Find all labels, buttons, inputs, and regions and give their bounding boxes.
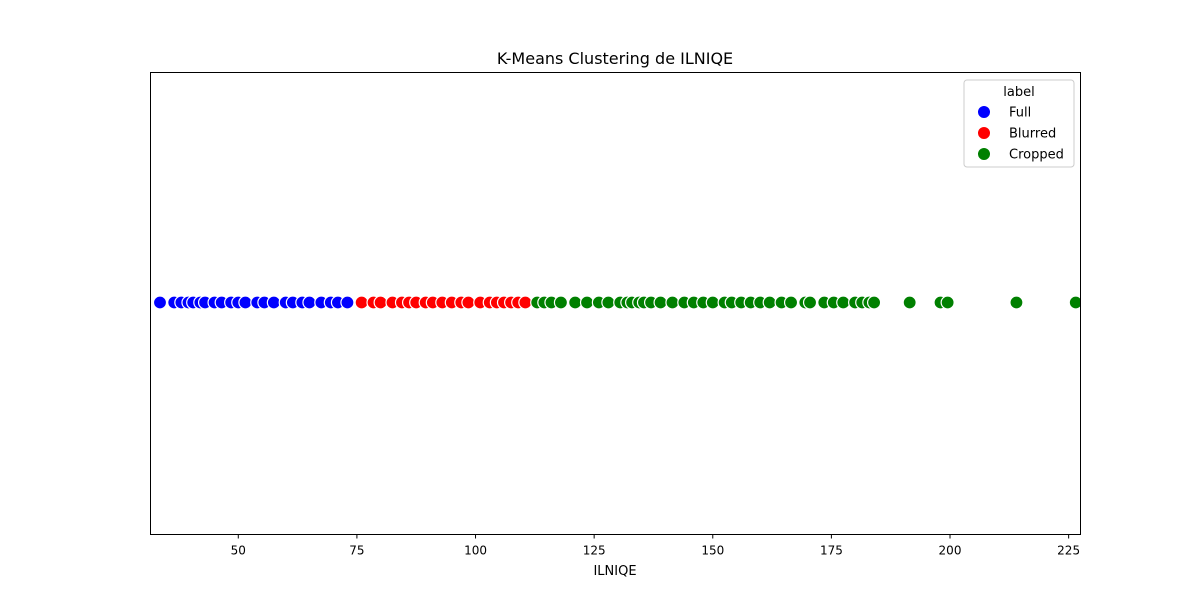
point-blurred — [518, 295, 533, 310]
point-full — [340, 295, 355, 310]
point-cropped — [665, 295, 680, 310]
legend-label-blurred: Blurred — [1009, 127, 1056, 142]
legend-box — [963, 79, 1075, 168]
legend-marker-blurred — [977, 126, 991, 140]
legend-label-cropped: Cropped — [1009, 148, 1064, 163]
legend-marker-full — [977, 105, 991, 119]
point-blurred — [354, 295, 369, 310]
point-cropped — [601, 295, 616, 310]
x-tick-label: 50 — [231, 544, 246, 558]
point-cropped — [1009, 295, 1024, 310]
plot-area-frame — [150, 72, 1081, 535]
x-tick-label: 125 — [583, 544, 606, 558]
point-full — [238, 295, 253, 310]
x-tick-label: 100 — [464, 544, 487, 558]
point-cropped — [553, 295, 569, 310]
point-full — [266, 295, 281, 310]
point-cropped — [866, 295, 882, 310]
point-cropped — [783, 295, 799, 310]
legend-items: Full Blurred Cropped — [977, 105, 1064, 163]
point-cropped — [762, 295, 777, 310]
point-cropped — [902, 295, 917, 310]
legend: label Full Blurred Cropped — [963, 79, 1075, 168]
legend-label-full: Full — [1009, 106, 1031, 121]
point-cropped — [802, 295, 818, 310]
point-cropped — [705, 295, 720, 310]
point-full — [302, 295, 317, 310]
point-full — [152, 295, 168, 310]
point-blurred — [461, 295, 476, 310]
data-points — [152, 295, 1081, 310]
chart-title: K-Means Clustering de ILNIQE — [497, 49, 733, 68]
point-blurred — [373, 295, 388, 310]
x-tick-label: 225 — [1057, 544, 1080, 558]
point-cropped — [836, 295, 851, 310]
x-tick-label: 175 — [820, 544, 843, 558]
x-tick-label: 75 — [349, 544, 364, 558]
point-cropped — [568, 295, 583, 310]
point-cropped — [579, 295, 595, 310]
x-tick-label: 150 — [701, 544, 724, 558]
x-axis-label: ILNIQE — [593, 564, 636, 579]
x-tick-label: 200 — [939, 544, 962, 558]
point-cropped — [653, 295, 668, 310]
legend-title: label — [1003, 85, 1034, 100]
x-axis-ticks: 50 75 100 125 150 175 200 225 — [231, 534, 1080, 558]
point-cropped — [940, 295, 955, 310]
point-cropped — [1068, 295, 1081, 310]
legend-marker-cropped — [977, 147, 991, 161]
